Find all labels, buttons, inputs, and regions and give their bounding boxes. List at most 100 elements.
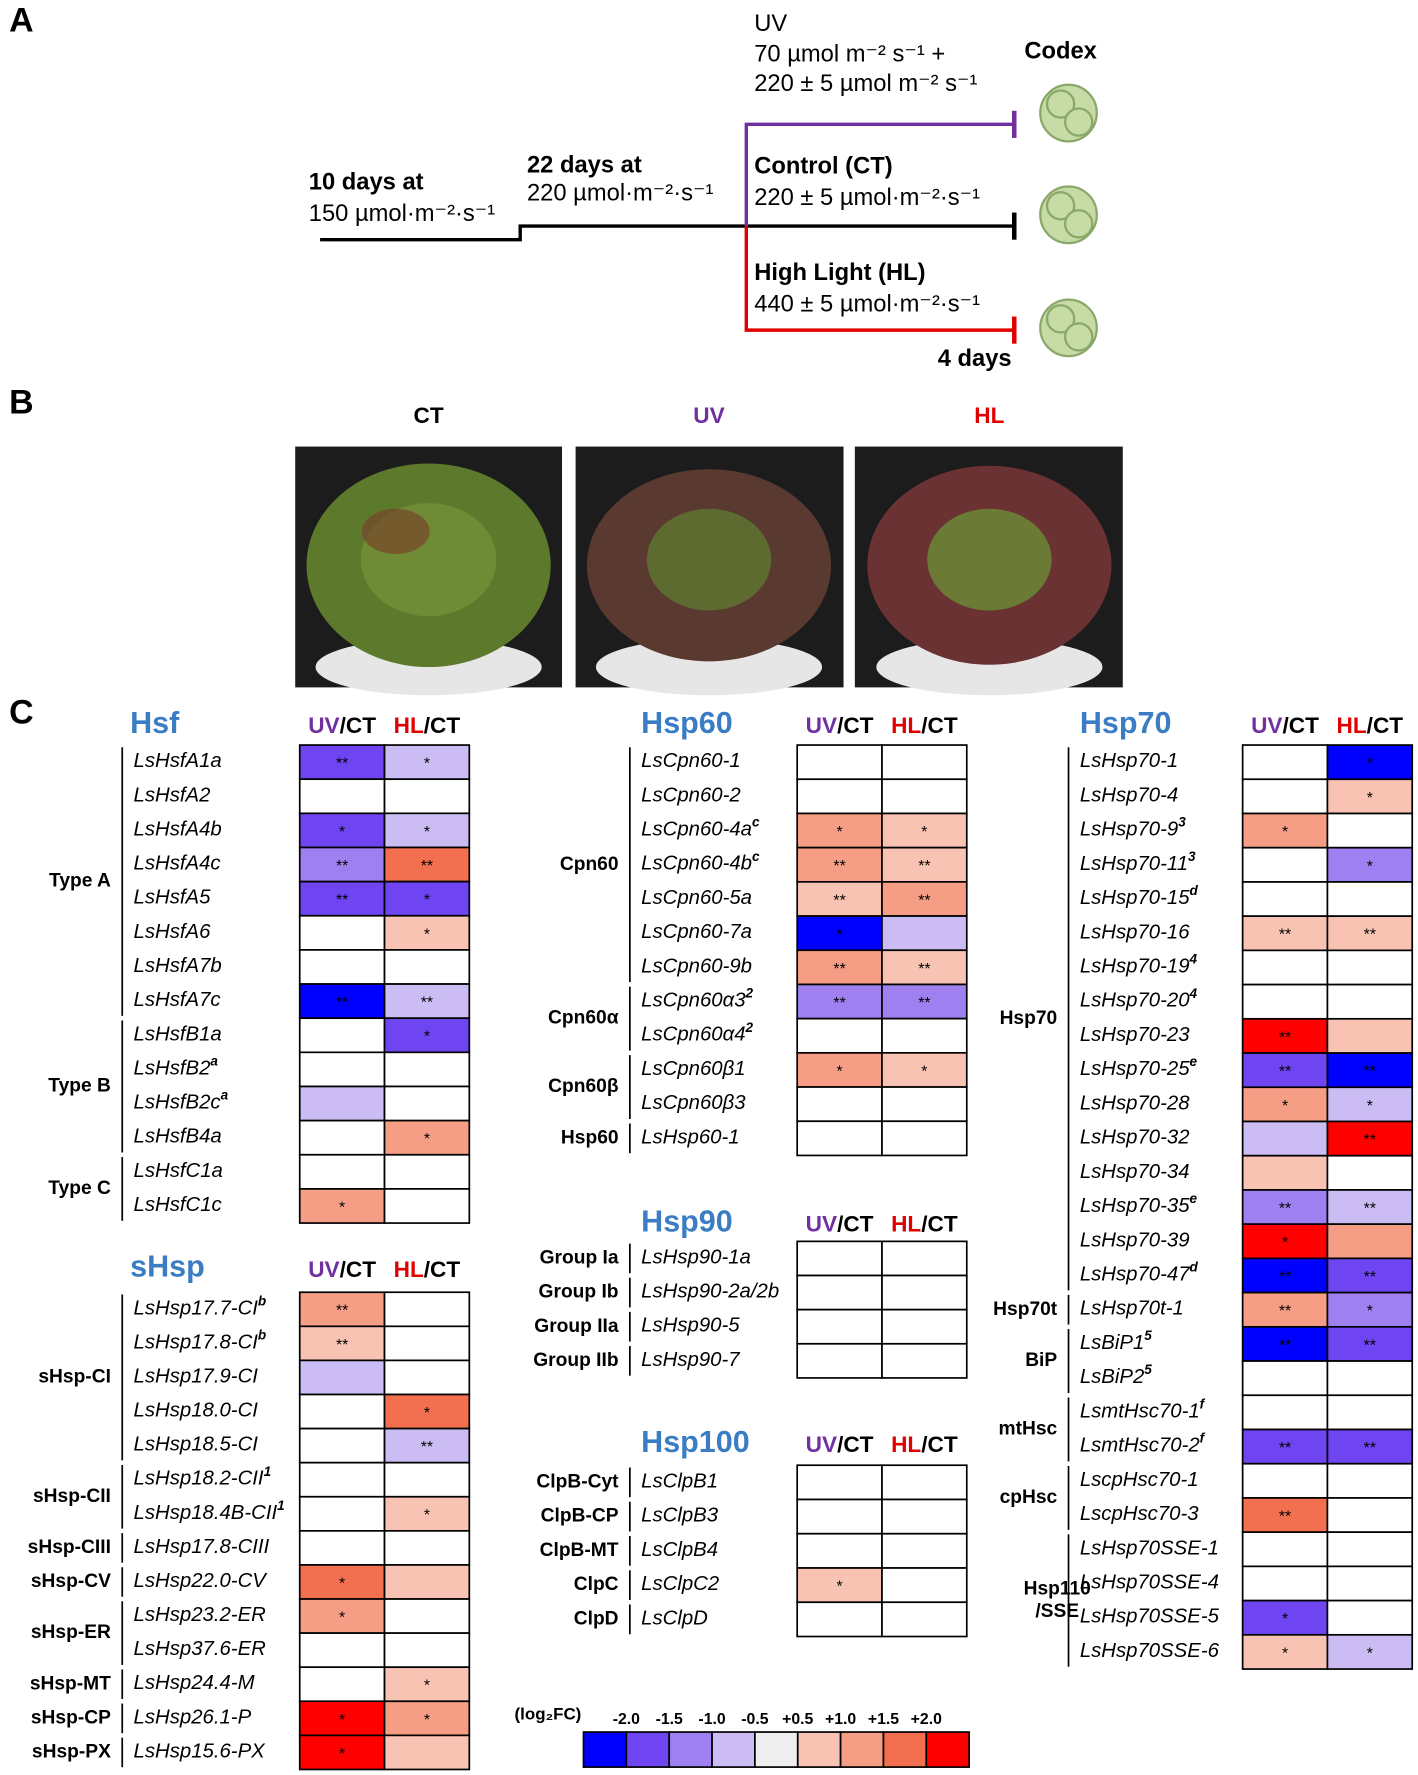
gene: LsClpB4: [641, 1539, 718, 1561]
heat-cell: [383, 1632, 471, 1669]
legend-tick-label: -0.5: [741, 1711, 768, 1728]
column-header: UV/CT: [806, 1432, 874, 1457]
hl-title: High Light (HL): [754, 260, 925, 286]
gene: LsHsfA6: [134, 921, 212, 943]
gene-name: LsHsp70-34: [1080, 1161, 1190, 1183]
significance: *: [1367, 756, 1373, 773]
reference: /CT: [1367, 713, 1404, 738]
group-label: sHsp-MT: [30, 1673, 111, 1694]
gene-name: LsHsp37.6-ER: [134, 1639, 267, 1661]
heat-cell: [1326, 1497, 1414, 1534]
heat-cell: [298, 1495, 386, 1532]
significance: **: [1279, 1440, 1291, 1457]
gene-name: LsHsp70-16: [1080, 922, 1190, 944]
gene-name: LsHsp18.2-CII1: [134, 1463, 272, 1490]
gene-name: LsClpB1: [641, 1471, 718, 1493]
heat-cell: [298, 1700, 386, 1737]
gene: LsHsfA5: [134, 887, 212, 909]
heat-cell: [383, 1666, 471, 1703]
gene-name: LsHsp70SSE-6: [1080, 1640, 1220, 1662]
gene: LsCpn60-7a: [641, 922, 752, 944]
footnote: f: [1200, 1430, 1206, 1445]
footnote: 2: [745, 1019, 754, 1034]
heat-cell: [1241, 1120, 1329, 1157]
significance: **: [918, 961, 930, 978]
condition: HL: [891, 1212, 921, 1237]
legend-tick-label: +1.5: [868, 1711, 899, 1728]
gene-name: LsHsp17.7-CIb: [134, 1293, 267, 1320]
legend-tick-label: +1.0: [825, 1711, 856, 1728]
group-label: sHsp-CP: [31, 1707, 111, 1728]
gene-name: LsHsfB4a: [134, 1126, 222, 1148]
gene-name: LsHsp18.5-CI: [134, 1434, 259, 1456]
condition: UV: [308, 713, 339, 738]
gene-name: LsClpD: [641, 1608, 708, 1630]
gene: LsHsp70SSE-6: [1080, 1640, 1220, 1662]
heat-cell: [796, 1017, 883, 1054]
group-label: ClpB-Cyt: [536, 1471, 619, 1492]
gene: LsHsfC1c: [134, 1194, 222, 1216]
heat-cell: [881, 1464, 968, 1501]
gene: LscpHsc70-3: [1080, 1503, 1199, 1525]
hl-line: [744, 226, 1015, 332]
gene-name: LsHsp70-35e: [1080, 1191, 1198, 1218]
heat-cell: [1241, 1017, 1329, 1054]
group-label: sHsp-CI: [38, 1367, 111, 1388]
gene-name: LsCpn60β3: [641, 1093, 746, 1115]
gene-name: LsClpC2: [641, 1573, 720, 1595]
gene: LsmtHsc70-2: [1080, 1435, 1201, 1457]
heat-cell: [1326, 1633, 1414, 1670]
heat-cell: [1241, 983, 1329, 1020]
heat-cell: [881, 1240, 968, 1277]
gene-name: LsHsfA7b: [134, 955, 222, 977]
heat-cell: [1326, 1531, 1414, 1568]
gene: LsClpD: [641, 1608, 708, 1630]
heat-cell: [1241, 1428, 1329, 1465]
heat-cell: [1326, 1257, 1414, 1294]
heat-cell: [881, 1498, 968, 1535]
heat-cell: [1241, 1325, 1329, 1362]
gene: LsHsp70-19: [1080, 956, 1190, 978]
significance: *: [1282, 1235, 1288, 1252]
heat-cell: [1326, 1189, 1414, 1226]
heat-cell: [1241, 1394, 1329, 1431]
significance: **: [1364, 1200, 1376, 1217]
gene-name: LsHsfA5: [134, 887, 212, 909]
lettuce-icons: [1039, 83, 1098, 358]
heat-cell: [383, 1564, 471, 1600]
heat-cell: [298, 983, 386, 1020]
group-label: /SSE: [1035, 1601, 1079, 1622]
gene-name: LsHsp70-23: [1080, 1024, 1190, 1046]
heat-cell: [796, 1240, 883, 1277]
reference: /CT: [340, 1257, 377, 1282]
significance: **: [421, 1439, 433, 1456]
heat-cell: [1241, 949, 1329, 986]
heat-cell: [383, 1051, 471, 1088]
gene: LsHsp70-35: [1080, 1195, 1190, 1217]
footnote: d: [1190, 1259, 1199, 1274]
group-label: Cpn60: [560, 854, 619, 875]
heat-cell: [796, 1532, 883, 1569]
significance: *: [1367, 858, 1373, 875]
heat-cell: [1326, 1462, 1414, 1499]
gene: LsBiP2: [1080, 1367, 1145, 1389]
legend-swatch: [582, 1731, 628, 1768]
gene-name: LsmtHsc70-1f: [1080, 1396, 1206, 1423]
condition: UV: [1251, 713, 1282, 738]
heat-cell: [796, 778, 883, 815]
significance: **: [1279, 927, 1291, 944]
group-label: sHsp-CIII: [28, 1537, 111, 1558]
significance: *: [339, 1199, 345, 1216]
legend-swatch: [754, 1731, 799, 1768]
legend-tick-label: +0.5: [782, 1711, 813, 1728]
heat-cell: [1241, 744, 1329, 781]
gene-name: LsHsp18.0-CI: [134, 1400, 259, 1422]
group-label: ClpB-CP: [541, 1506, 619, 1527]
heat-cell: [383, 1188, 471, 1224]
gene-name: LsCpn60-4bc: [641, 848, 760, 875]
gene: LsCpn60β1: [641, 1058, 745, 1080]
duration: 4 days: [938, 346, 1012, 372]
gene: LsHsp23.2-ER: [134, 1604, 267, 1626]
significance: **: [833, 858, 845, 875]
panel-letter: B: [9, 384, 34, 422]
